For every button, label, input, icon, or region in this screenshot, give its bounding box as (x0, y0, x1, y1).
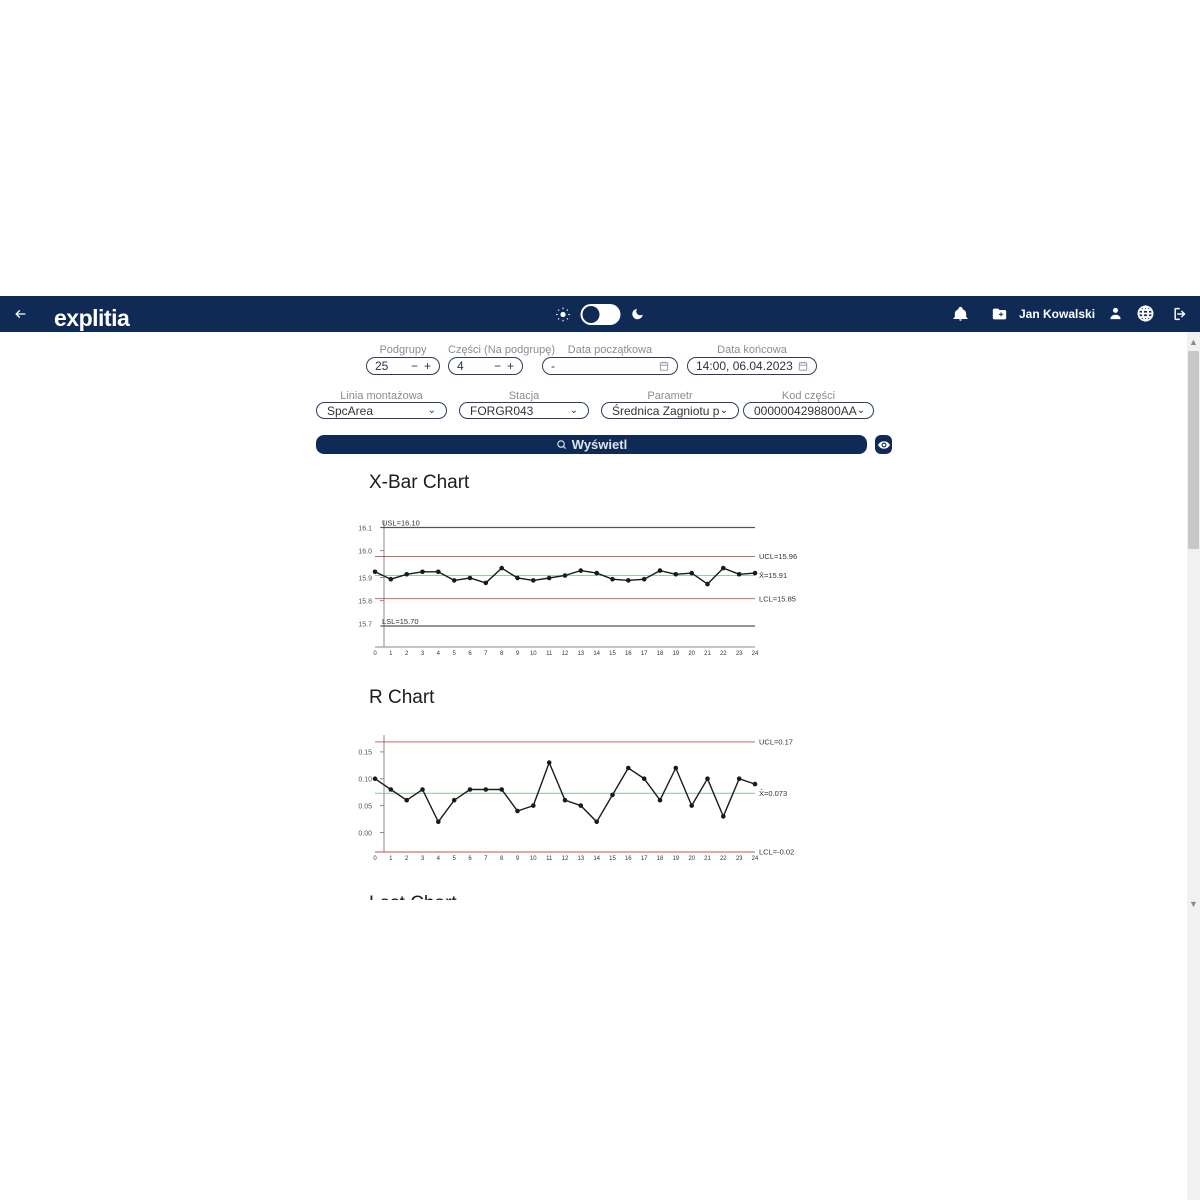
svg-text:16.0: 16.0 (358, 549, 372, 556)
svg-text:9: 9 (516, 651, 520, 657)
svg-text:22: 22 (720, 651, 727, 657)
svg-text:0.10: 0.10 (358, 777, 372, 784)
svg-text:LSL=15.70: LSL=15.70 (382, 617, 419, 626)
svg-text:UCL=15.96: UCL=15.96 (759, 552, 797, 561)
svg-text:19: 19 (672, 651, 679, 657)
svg-text:5: 5 (453, 651, 457, 657)
svg-text:4: 4 (437, 651, 441, 657)
svg-text:18: 18 (657, 651, 664, 657)
svg-text:8: 8 (500, 651, 504, 657)
svg-text:LCL=15.85: LCL=15.85 (759, 594, 796, 603)
svg-text:UCL=0.17: UCL=0.17 (759, 738, 793, 747)
svg-text:2: 2 (405, 856, 409, 862)
svg-text:12: 12 (562, 651, 569, 657)
svg-text:17: 17 (641, 651, 648, 657)
svg-text:5: 5 (453, 856, 457, 862)
svg-text:24: 24 (752, 856, 759, 862)
svg-text:13: 13 (577, 651, 584, 657)
svg-text:2: 2 (405, 651, 409, 657)
svg-text:0.00: 0.00 (358, 831, 372, 838)
svg-text:0.15: 0.15 (358, 750, 372, 757)
svg-text:24: 24 (752, 651, 759, 657)
svg-text:18: 18 (657, 856, 664, 862)
svg-text:6: 6 (468, 651, 472, 657)
svg-text:1: 1 (389, 856, 393, 862)
svg-text:3: 3 (421, 651, 425, 657)
svg-text:15.7: 15.7 (358, 622, 372, 629)
svg-text:4: 4 (437, 856, 441, 862)
svg-text:13: 13 (577, 856, 584, 862)
svg-text:X̄=15.91: X̄=15.91 (759, 571, 787, 580)
svg-text:6: 6 (468, 856, 472, 862)
svg-text:16.1: 16.1 (358, 526, 372, 533)
svg-text:11: 11 (546, 856, 553, 862)
svg-text:1: 1 (389, 651, 393, 657)
svg-text:0: 0 (373, 856, 377, 862)
svg-text:X̄=0.073: X̄=0.073 (759, 789, 787, 798)
svg-text:15.9: 15.9 (358, 576, 372, 583)
svg-text:12: 12 (562, 856, 569, 862)
svg-text:14: 14 (593, 651, 600, 657)
svg-text:10: 10 (530, 856, 537, 862)
svg-text:21: 21 (704, 856, 711, 862)
svg-text:LCL=-0.02: LCL=-0.02 (759, 848, 794, 857)
svg-text:17: 17 (641, 856, 648, 862)
svg-text:14: 14 (593, 856, 600, 862)
svg-text:23: 23 (736, 651, 743, 657)
svg-text:7: 7 (484, 856, 488, 862)
svg-text:0.05: 0.05 (358, 804, 372, 811)
svg-text:15: 15 (609, 651, 616, 657)
svg-text:20: 20 (688, 856, 695, 862)
svg-text:8: 8 (500, 856, 504, 862)
svg-text:10: 10 (530, 651, 537, 657)
svg-text:0: 0 (373, 651, 377, 657)
svg-text:15.8: 15.8 (358, 599, 372, 606)
svg-text:19: 19 (672, 856, 679, 862)
svg-text:21: 21 (704, 651, 711, 657)
svg-text:22: 22 (720, 856, 727, 862)
svg-text:7: 7 (484, 651, 488, 657)
svg-text:20: 20 (688, 651, 695, 657)
svg-text:16: 16 (625, 651, 632, 657)
svg-text:15: 15 (609, 856, 616, 862)
svg-text:23: 23 (736, 856, 743, 862)
svg-text:11: 11 (546, 651, 553, 657)
svg-text:16: 16 (625, 856, 632, 862)
svg-text:USL=16.10: USL=16.10 (382, 519, 420, 528)
svg-text:9: 9 (516, 856, 520, 862)
svg-text:3: 3 (421, 856, 425, 862)
